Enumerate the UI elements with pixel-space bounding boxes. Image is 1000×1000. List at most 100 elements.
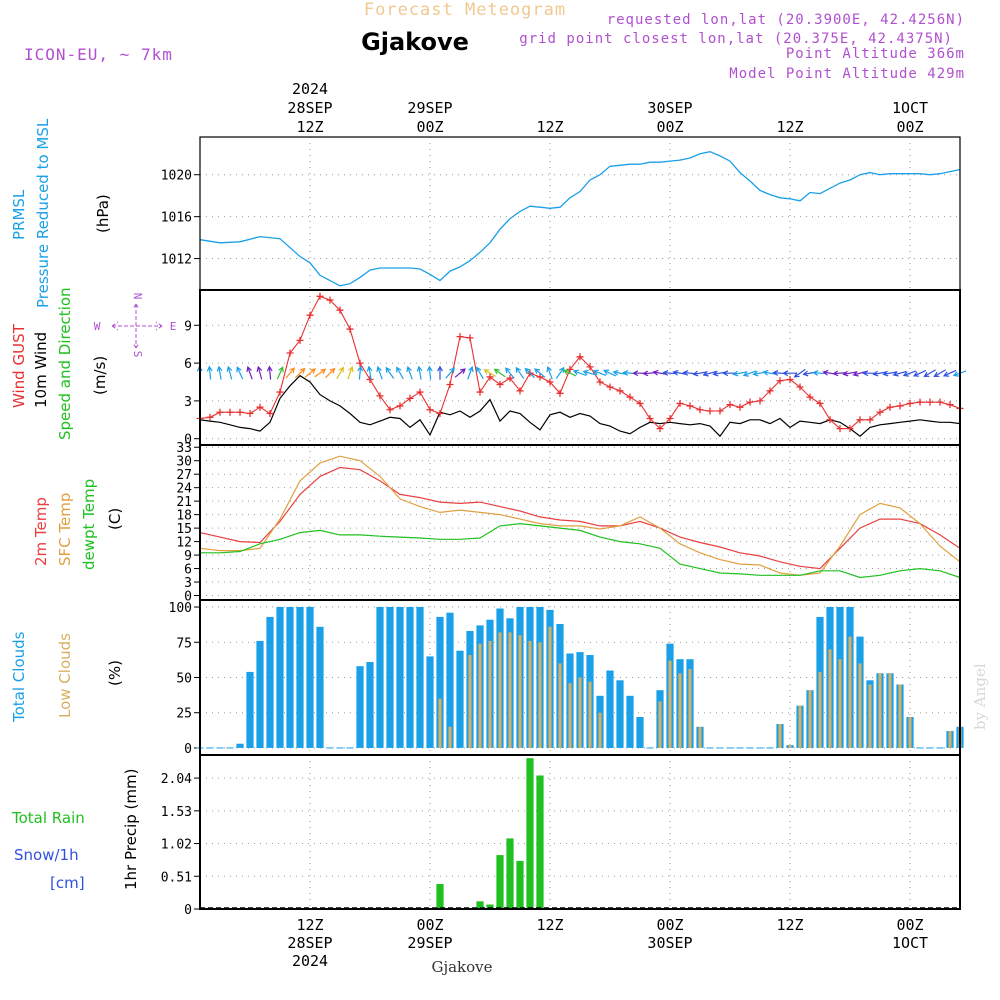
wind-direction-arrow: [216, 365, 223, 380]
top-time-label: 2024: [292, 80, 328, 98]
low-clouds-label: Low Clouds: [56, 633, 74, 718]
wind-direction-arrow: [476, 366, 484, 380]
wind-direction-arrow: [592, 369, 607, 376]
pressure-ytick-label: 1016: [161, 211, 192, 226]
wind-direction-arrow: [246, 365, 253, 380]
gust-marker: [816, 399, 824, 407]
gust-marker: [856, 416, 864, 424]
wind-direction-arrow: [467, 365, 474, 380]
wind-direction-arrow: [276, 366, 284, 380]
gust-marker: [726, 401, 734, 409]
gust-marker: [356, 359, 364, 367]
compass-e: E: [170, 320, 177, 333]
total-cloud-bar: [306, 607, 314, 748]
chart-subtitle: Forecast Meteogram: [364, 0, 566, 20]
wind-direction-arrow: [555, 366, 565, 379]
total-cloud-bar: [376, 607, 384, 748]
low-cloud-bar: [488, 640, 492, 748]
wind-direction-arrow: [546, 365, 553, 380]
wind-direction-arrow: [933, 369, 946, 378]
point-altitude: Point Altitude 366m: [786, 46, 965, 62]
gust-marker: [676, 399, 684, 407]
low-cloud-bar: [598, 712, 602, 748]
total-cloud-bar: [296, 607, 304, 748]
low-cloud-bar: [438, 698, 442, 748]
top-time-label: 12Z: [296, 118, 323, 136]
top-time-label: 00Z: [656, 118, 683, 136]
wind-direction-arrow: [912, 369, 927, 377]
wind-direction-arrow: [416, 365, 423, 380]
rain-bar: [526, 758, 534, 909]
low-cloud-bar: [548, 626, 552, 748]
wind-direction-arrow: [515, 366, 525, 379]
wind-direction-arrow: [426, 365, 433, 380]
clouds-ytick-label: 100: [169, 601, 192, 616]
wind-direction-label: Speed and Direction: [56, 287, 74, 440]
clouds-panel-labels: Total Clouds Low Clouds (%): [10, 631, 124, 723]
temperature-ytick-label: 18: [176, 509, 192, 524]
wind-unit-label: (m/s): [91, 356, 109, 395]
gust-marker: [786, 375, 794, 383]
gust-marker: [756, 397, 764, 405]
temp-unit-label: (C): [106, 508, 124, 530]
t2m-line: [199, 466, 961, 570]
rain-bar: [436, 884, 444, 909]
wind-direction-arrow: [385, 366, 395, 379]
total-cloud-bar: [276, 607, 284, 748]
bottom-time-label: 28SEP: [287, 934, 332, 952]
wind-direction-arrow: [902, 370, 917, 377]
wind-direction-arrow: [524, 367, 536, 379]
clouds-panel: 0 25 50 75 100: [169, 600, 964, 757]
grid-point-coords: grid point closest lon,lat (20.375E, 42.…: [519, 31, 953, 47]
low-cloud-bar: [518, 635, 522, 748]
low-cloud-bar: [858, 663, 862, 748]
total-cloud-bar: [266, 616, 274, 748]
bottom-time-label: 29SEP: [407, 934, 452, 952]
pressure-desc-label: Pressure Reduced to MSL: [34, 118, 52, 308]
gust-marker: [656, 425, 664, 433]
gust-marker: [376, 392, 384, 400]
top-time-label: 12Z: [776, 118, 803, 136]
clouds-ytick-label: 50: [176, 672, 192, 687]
low-cloud-bar: [538, 642, 542, 748]
pressure-panel: 1012 1016 1020: [161, 137, 961, 290]
total-cloud-bar: [456, 650, 464, 748]
gust-marker: [776, 377, 784, 385]
wind-direction-arrow: [266, 365, 273, 380]
top-time-label: 1OCT: [892, 99, 928, 117]
wind-direction-arrow: [793, 368, 806, 378]
wind-direction-arrow: [892, 370, 907, 377]
bottom-time-label: 12Z: [536, 916, 563, 934]
bottom-time-label: 2024: [292, 952, 328, 970]
wind-panel: 0 3 6 9: [184, 290, 967, 448]
low-cloud-bar: [868, 684, 872, 748]
snow-label: Snow/1h: [14, 846, 79, 864]
gust-marker: [366, 375, 374, 383]
wind-direction-arrow: [294, 367, 306, 379]
total-cloud-bar: [386, 607, 394, 748]
top-time-label: 00Z: [416, 118, 443, 136]
wind-ytick-label: 6: [184, 357, 192, 372]
wind-direction-arrow: [493, 368, 506, 378]
low-cloud-bar: [808, 690, 812, 748]
total-cloud-bar: [436, 616, 444, 748]
gust-marker: [266, 409, 274, 417]
gust-marker: [616, 387, 624, 395]
low-cloud-bar: [828, 649, 832, 748]
gust-marker: [946, 401, 954, 409]
temperature-ytick-label: 33: [176, 441, 192, 456]
wind-direction-arrow: [672, 369, 687, 376]
wind-direction-arrow: [562, 369, 577, 377]
wind-direction-arrow: [236, 366, 244, 380]
precip-ytick-label: 0: [184, 903, 192, 918]
wind-direction-arrow: [376, 365, 383, 380]
gust-marker: [826, 416, 834, 424]
wind-direction-arrow: [742, 370, 757, 377]
top-time-label: 12Z: [536, 118, 563, 136]
gust-marker: [536, 373, 544, 381]
gust-marker: [916, 398, 924, 406]
gust-marker: [516, 387, 524, 395]
